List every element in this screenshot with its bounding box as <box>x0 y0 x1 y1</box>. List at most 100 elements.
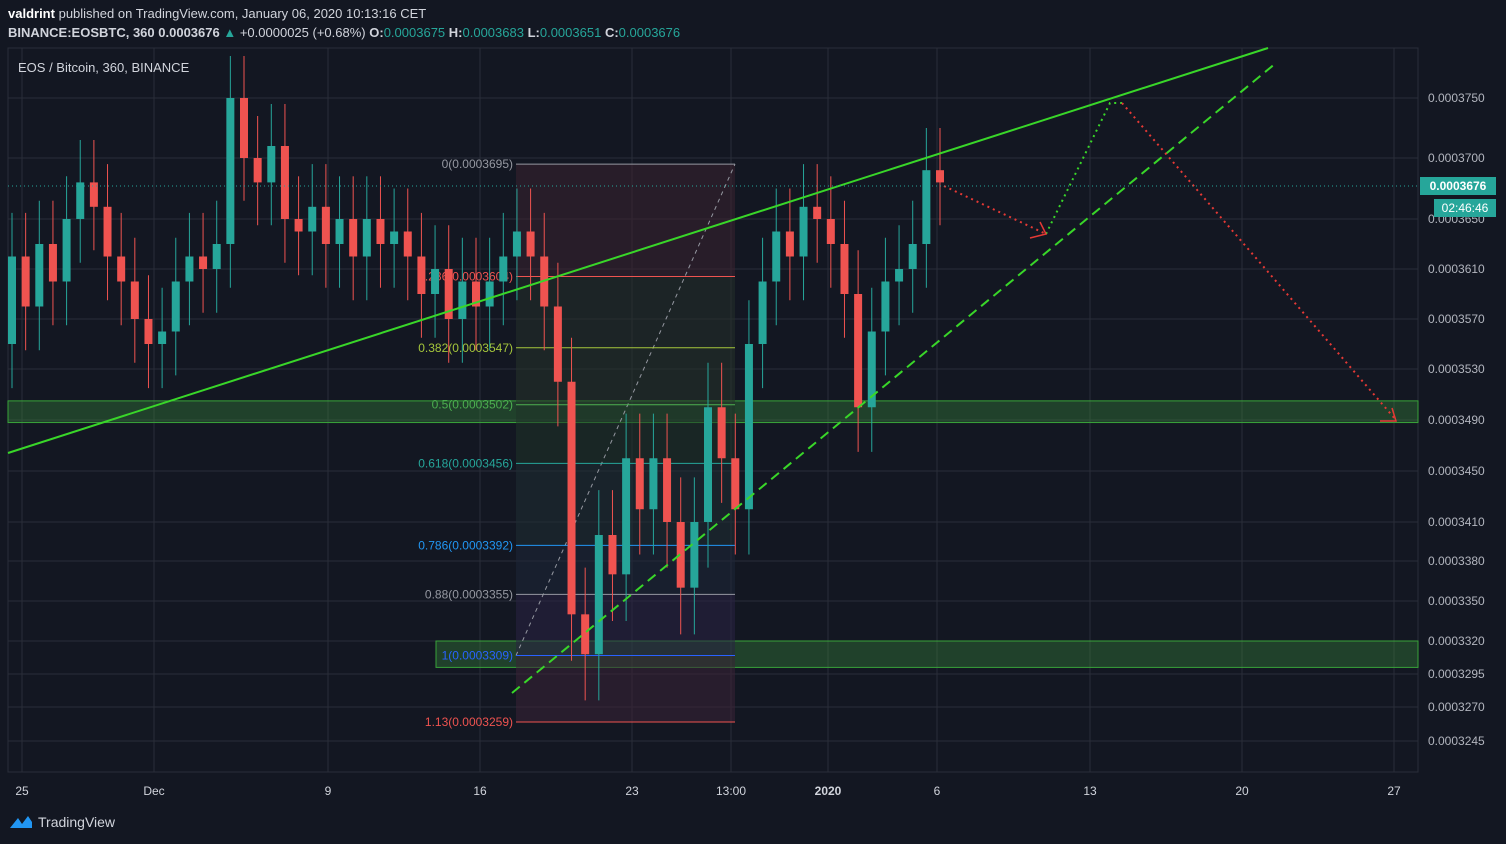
candle-body <box>212 244 221 269</box>
fib-level-label: 1.13(0.0003259) <box>425 715 513 729</box>
close-value: 0.0003676 <box>618 25 681 40</box>
candle-body <box>772 231 781 282</box>
y-tick-label: 0.0003750 <box>1428 91 1485 105</box>
close-label: C: <box>604 25 619 40</box>
arrowhead-icon <box>1380 407 1398 422</box>
candle-body <box>417 256 426 294</box>
candle-body <box>813 206 822 219</box>
y-tick-label: 0.0003530 <box>1428 362 1485 376</box>
fib-band <box>516 655 735 722</box>
trend-drawings[interactable] <box>7 47 1398 694</box>
candle-body <box>485 281 494 307</box>
y-tick-label: 0.0003320 <box>1428 634 1485 648</box>
candle-body <box>48 244 57 282</box>
y-tick-label: 0.0003380 <box>1428 554 1485 568</box>
candle-body <box>444 269 453 319</box>
high-value: 0.0003683 <box>462 25 524 40</box>
candle-body <box>717 407 726 459</box>
publish-line: valdrint published on TradingView.com, J… <box>8 6 426 21</box>
y-tick-label: 0.0003450 <box>1428 464 1485 478</box>
candle-body <box>649 458 658 510</box>
projected-path-up[interactable] <box>1045 102 1122 235</box>
x-tick-label: 6 <box>934 784 941 798</box>
time-axis[interactable]: 25 Dec 9 16 23 13:00 2020 6 13 20 27 <box>15 784 1401 798</box>
fib-level-label: 0.88(0.0003355) <box>425 587 513 601</box>
candle-body <box>785 231 794 257</box>
x-tick-label: 2020 <box>815 784 842 798</box>
candle-body <box>881 281 890 332</box>
candle-body <box>226 98 235 244</box>
candle-body <box>567 381 576 615</box>
ohlc-line: BINANCE:EOSBTC, 360 0.0003676 ▲ +0.00000… <box>8 25 680 40</box>
candle-body <box>867 331 876 408</box>
brand-logo[interactable]: TradingView <box>8 814 115 830</box>
x-tick-label: 9 <box>325 784 332 798</box>
candle-body <box>744 344 753 510</box>
ascending-resistance-line[interactable] <box>7 47 1269 454</box>
candle-body <box>158 331 167 344</box>
candle-body <box>635 458 644 510</box>
fib-trend-line <box>515 163 736 656</box>
candle-body <box>362 219 371 257</box>
candle-body <box>895 269 904 282</box>
y-tick-label: 0.0003295 <box>1428 667 1485 681</box>
candle-body <box>21 256 30 307</box>
candle-body <box>335 219 344 244</box>
candle-body <box>581 614 590 655</box>
fib-level-label: 0.5(0.0003502) <box>432 398 513 412</box>
author-name[interactable]: valdrint <box>8 6 55 21</box>
x-tick-label: Dec <box>143 784 164 798</box>
candle-body <box>117 256 126 282</box>
x-tick-label: 13 <box>1083 784 1097 798</box>
open-label: O: <box>369 25 384 40</box>
candle-body <box>676 522 685 588</box>
y-tick-label: 0.0003410 <box>1428 515 1485 529</box>
x-tick-label: 27 <box>1387 784 1401 798</box>
y-tick-label: 0.0003700 <box>1428 151 1485 165</box>
candle-body <box>8 256 16 344</box>
candlestick-series <box>8 56 944 701</box>
x-tick-label: 23 <box>625 784 639 798</box>
projected-path-drop[interactable] <box>1121 102 1397 421</box>
candle-body <box>826 219 835 244</box>
candle-body <box>608 535 617 575</box>
published-text: published on TradingView.com, January 06… <box>58 6 427 21</box>
candle-body <box>704 407 712 522</box>
candle-body <box>922 170 931 244</box>
low-label: L: <box>527 25 540 40</box>
candle-body <box>499 256 508 282</box>
candle-body <box>144 319 153 344</box>
y-tick-label: 0.0003490 <box>1428 413 1485 427</box>
fib-level-label: 0(0.0003695) <box>442 157 513 171</box>
candle-body <box>458 281 467 319</box>
candle-body <box>553 306 562 382</box>
bar-countdown: 02:46:46 <box>1442 201 1489 215</box>
projected-path-down[interactable] <box>943 185 1047 235</box>
candle-body <box>253 158 262 183</box>
candle-body <box>758 281 767 344</box>
candle-body <box>690 522 699 588</box>
price-tag: 0.0003676 02:46:46 <box>1420 177 1496 217</box>
candle-body <box>76 182 85 219</box>
candle-body <box>62 219 71 282</box>
candle-body <box>731 458 740 510</box>
brand-name: TradingView <box>38 814 116 830</box>
x-tick-label: 13:00 <box>716 784 746 798</box>
x-tick-label: 16 <box>473 784 487 798</box>
arrowhead-icon <box>1029 221 1048 239</box>
candle-body <box>390 231 399 244</box>
candle-body <box>663 458 672 522</box>
chart-title: EOS / Bitcoin, 360, BINANCE <box>18 60 190 75</box>
candle-body <box>840 244 849 294</box>
fib-band <box>516 347 735 405</box>
candle-body <box>199 256 208 269</box>
candle-body <box>130 281 139 319</box>
y-tick-label: 0.0003610 <box>1428 262 1485 276</box>
candle-body <box>321 206 330 244</box>
fib-level-label: 1(0.0003309) <box>442 649 513 663</box>
candle-body <box>267 146 276 183</box>
candle-body <box>349 219 358 257</box>
candle-body <box>936 170 944 183</box>
ascending-support-line[interactable] <box>511 62 1277 694</box>
